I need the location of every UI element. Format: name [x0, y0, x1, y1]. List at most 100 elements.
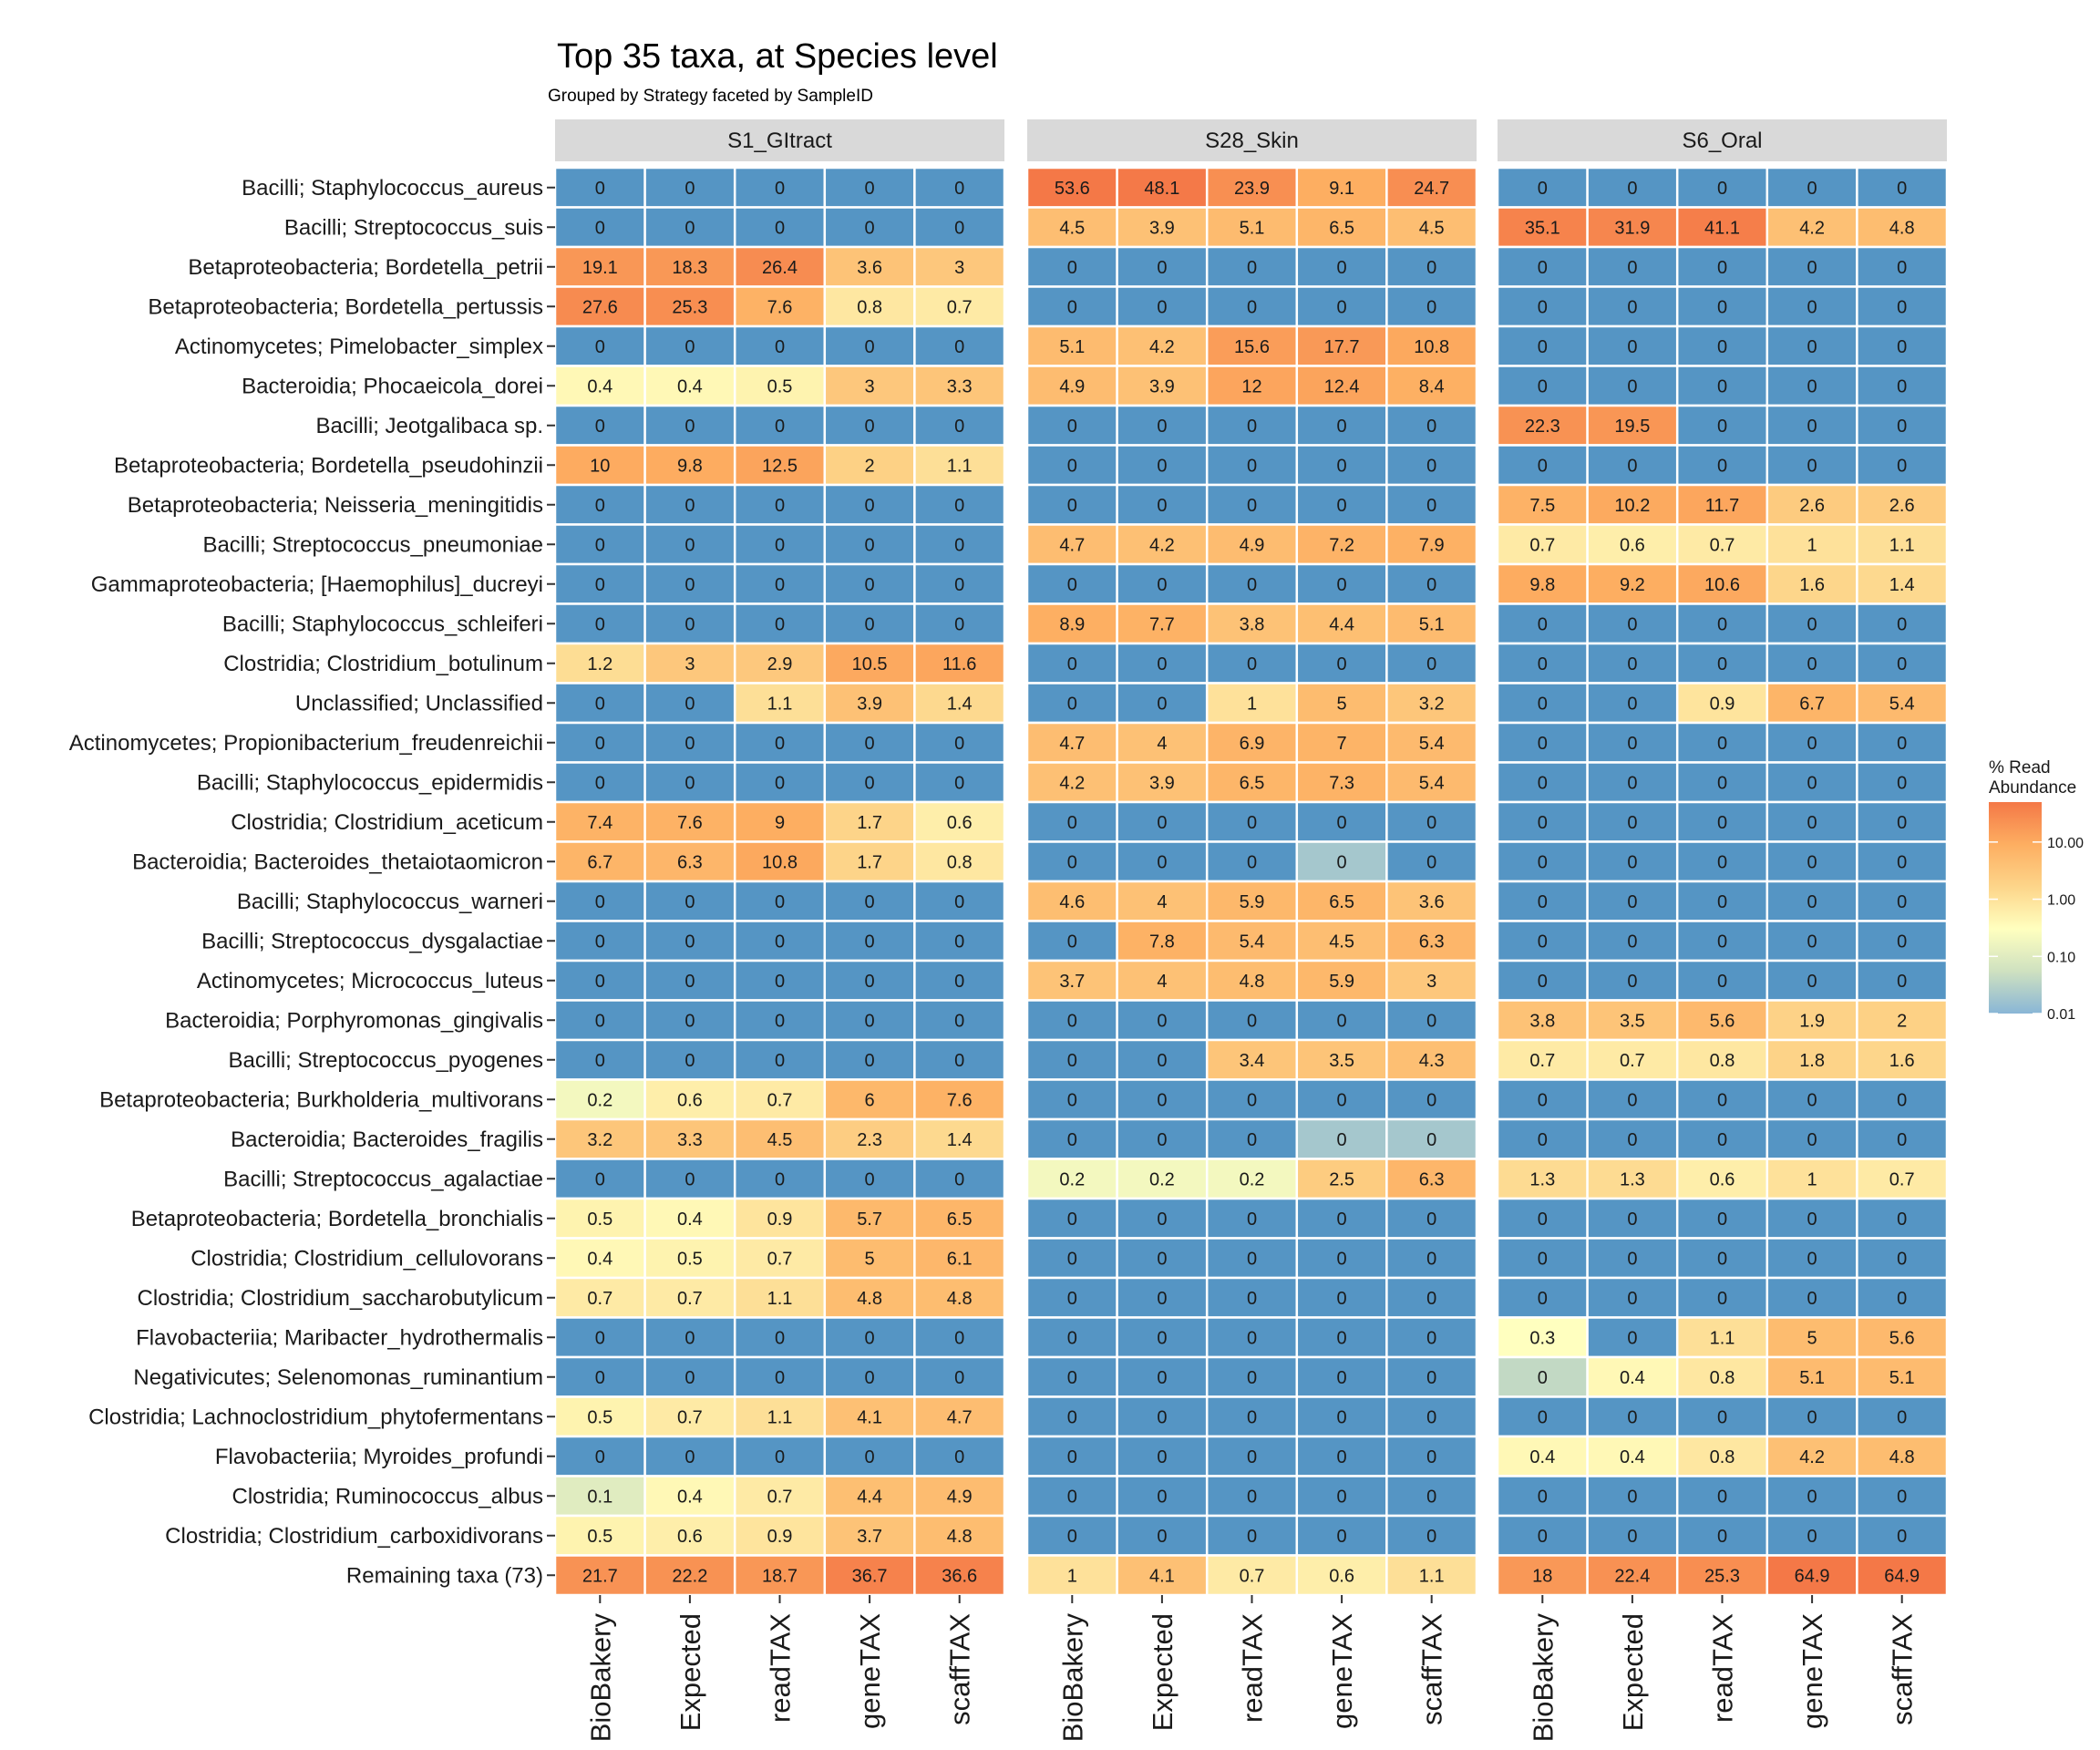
heatmap-cell: [1856, 1276, 1949, 1319]
cell-value-label: 0: [775, 496, 785, 516]
cell-value-label: 0: [1067, 258, 1077, 278]
cell-value-label: 5.4: [1889, 694, 1915, 714]
cell-value-label: 0: [1337, 575, 1347, 595]
cell-value-label: 1.1: [1889, 535, 1915, 555]
cell-value-label: 0: [954, 932, 964, 952]
heatmap-cell: [1205, 642, 1299, 685]
heatmap-cell: [1025, 1158, 1118, 1200]
heatmap-cell: [1765, 1316, 1858, 1359]
heatmap-cell: [1116, 1078, 1209, 1121]
cell-value-label: 0: [1426, 297, 1436, 317]
heatmap-cell: [733, 1276, 827, 1319]
cell-value-label: 0: [1897, 258, 1907, 278]
cell-value-label: 41.1: [1704, 218, 1740, 238]
heatmap-cell: [1385, 206, 1478, 249]
heatmap-cell: [823, 285, 916, 328]
cell-value-label: 1: [1067, 1566, 1077, 1586]
cell-value-label: 0.9: [767, 1210, 793, 1230]
cell-value-label: 0: [775, 892, 785, 912]
cell-value-label: 0: [1717, 932, 1727, 952]
cell-value-label: 8.9: [1059, 614, 1085, 634]
facet-strip: [1498, 119, 1947, 161]
cell-value-label: 5.4: [1240, 932, 1265, 952]
heatmap-cell: [553, 1475, 646, 1518]
cell-value-label: 0: [954, 1051, 964, 1071]
heatmap-cell: [643, 245, 736, 288]
cell-value-label: 0: [1337, 1328, 1347, 1348]
cell-value-label: 4.8: [1889, 218, 1915, 238]
heatmap-cell: [1496, 1197, 1589, 1240]
cell-value-label: 0: [775, 179, 785, 199]
cell-value-label: 3.5: [1329, 1051, 1354, 1071]
cell-value-label: 0.8: [1710, 1447, 1735, 1467]
cell-value-label: 0: [1426, 1289, 1436, 1309]
heatmap-cell: [913, 642, 1006, 685]
heatmap-cell: [823, 1514, 916, 1557]
y-tick-label: Clostridia; Ruminococcus_albus: [232, 1484, 543, 1508]
cell-value-label: 0: [865, 337, 875, 357]
y-tick-label: Betaproteobacteria; Bordetella_bronchial…: [131, 1207, 543, 1231]
cell-value-label: 5.1: [1419, 614, 1445, 634]
cell-value-label: 0: [1717, 258, 1727, 278]
heatmap-cell: [1496, 562, 1589, 605]
cell-value-label: 0: [1337, 456, 1347, 476]
cell-value-label: 4.8: [857, 1289, 882, 1309]
cell-value-label: 0: [775, 1368, 785, 1388]
heatmap-cell: [1205, 880, 1299, 922]
cell-value-label: 0: [1627, 1130, 1637, 1150]
heatmap-cell: [1675, 523, 1769, 566]
cell-value-label: 0: [1426, 1368, 1436, 1388]
cell-value-label: 5: [865, 1249, 875, 1269]
heatmap-cell: [1675, 562, 1769, 605]
cell-value-label: 3.8: [1240, 614, 1265, 634]
cell-value-label: 0: [1538, 773, 1548, 793]
cell-value-label: 0: [775, 1011, 785, 1031]
cell-value-label: 0: [954, 1447, 964, 1467]
cell-value-label: 0: [865, 218, 875, 238]
heatmap-cell: [1856, 959, 1949, 1002]
heatmap-cell: [643, 880, 736, 922]
cell-value-label: 0: [1627, 337, 1637, 357]
cell-value-label: 0: [1067, 1487, 1077, 1507]
heatmap-cell: [1496, 483, 1589, 526]
cell-value-label: 0.7: [677, 1407, 703, 1427]
heatmap-cell: [733, 642, 827, 685]
heatmap-cell: [1675, 1316, 1769, 1359]
cell-value-label: 0.7: [767, 1487, 793, 1507]
y-tick-label: Actinomycetes; Propionibacterium_freuden…: [69, 731, 543, 756]
heatmap-cell: [823, 642, 916, 685]
cell-value-label: 0: [685, 1011, 695, 1031]
cell-value-label: 5.9: [1240, 892, 1265, 912]
heatmap-cell: [733, 523, 827, 566]
cell-value-label: 3.9: [1149, 376, 1175, 396]
cell-value-label: 0: [865, 417, 875, 437]
cell-value-label: 0: [1157, 1130, 1167, 1150]
cell-value-label: 0: [1538, 376, 1548, 396]
cell-value-label: 0: [1807, 932, 1817, 952]
cell-value-label: 0: [954, 1368, 964, 1388]
x-tick-label: Expected: [1617, 1613, 1649, 1731]
cell-value-label: 0: [1717, 813, 1727, 833]
cell-value-label: 0: [865, 892, 875, 912]
cell-value-label: 0: [1067, 1210, 1077, 1230]
cell-value-label: 0: [1807, 1090, 1817, 1110]
cell-value-label: 64.9: [1884, 1566, 1920, 1586]
heatmap-cell: [1856, 562, 1949, 605]
heatmap-cell: [1295, 1475, 1388, 1518]
heatmap-cell: [1025, 880, 1118, 922]
heatmap-cell: [823, 1554, 916, 1597]
x-tick-label: geneTAX: [1796, 1613, 1828, 1729]
heatmap-cell: [733, 324, 827, 367]
heatmap-cell: [1295, 404, 1388, 447]
heatmap-cell: [913, 285, 1006, 328]
cell-value-label: 1.4: [947, 694, 973, 714]
y-tick-label: Bacilli; Streptococcus_agalactiae: [223, 1167, 543, 1191]
cell-value-label: 1.3: [1529, 1169, 1555, 1189]
cell-value-label: 0: [685, 1368, 695, 1388]
cell-value-label: 0: [685, 932, 695, 952]
heatmap-cell: [1385, 562, 1478, 605]
cell-value-label: 5.7: [857, 1210, 882, 1230]
cell-value-label: 0: [1337, 1210, 1347, 1230]
cell-value-label: 0: [865, 496, 875, 516]
